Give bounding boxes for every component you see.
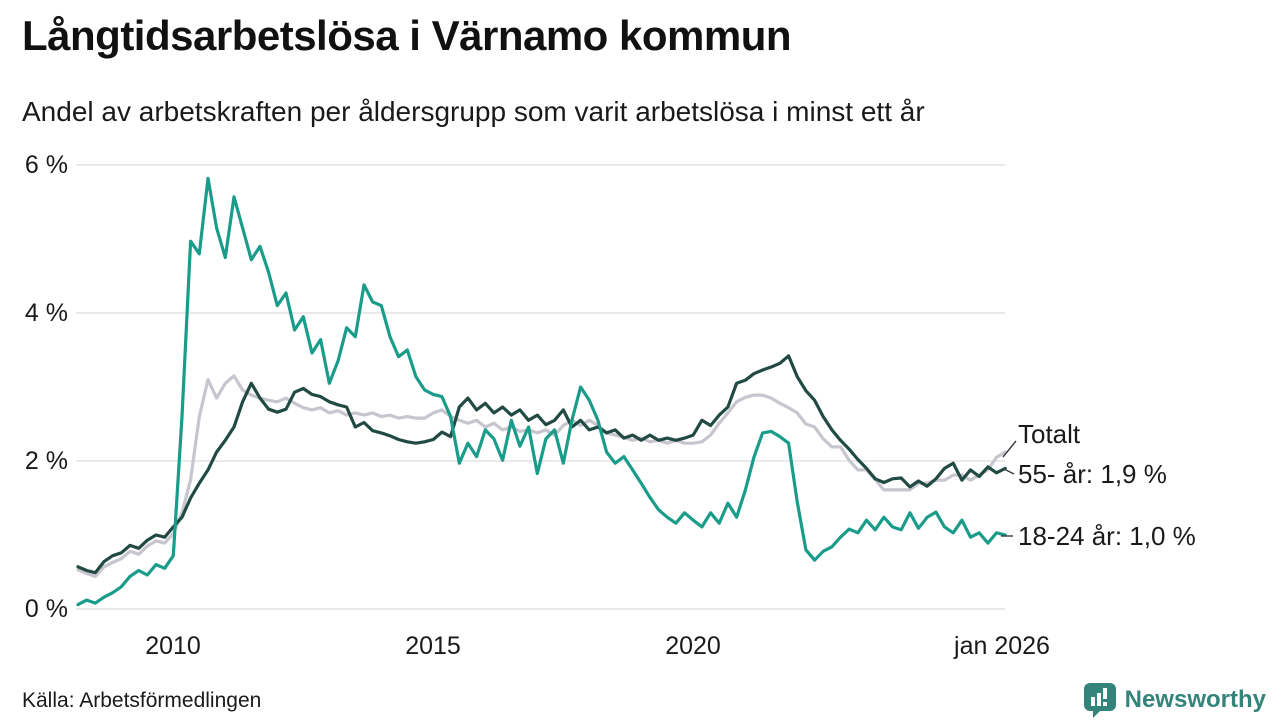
newsworthy-logo-icon: [1083, 683, 1116, 718]
label-connectors: [1001, 440, 1017, 537]
x-tick-2015: 2015: [405, 632, 461, 660]
series-label-totalt: Totalt: [1018, 419, 1081, 449]
series-lines: [76, 176, 1007, 607]
brand-name: Newsworthy: [1124, 686, 1266, 713]
x-tick-2010: 2010: [145, 632, 201, 660]
x-tick-jan-2026: jan 2026: [954, 632, 1050, 660]
page-title: Långtidsarbetslösa i Värnamo kommun: [22, 12, 792, 59]
connector-totalt: [1002, 440, 1017, 458]
series-line-totalt: [76, 374, 1007, 579]
series-line-55-r: [76, 354, 1007, 575]
gridlines: [76, 164, 1005, 610]
series-line-18-24-r: [76, 176, 1007, 607]
y-tick-2: 2 %: [24, 447, 68, 475]
x-tick-2020: 2020: [665, 632, 721, 660]
logo-bar-small: [1090, 697, 1095, 706]
y-tick-4: 4 %: [24, 299, 68, 327]
logo-bar-medium: [1096, 693, 1101, 706]
source-note: Källa: Arbetsförmedlingen: [22, 689, 262, 712]
y-tick-6: 6 %: [24, 151, 68, 179]
series-label-55: 55- år: 1,9 %: [1018, 459, 1167, 489]
connector-55: [1003, 468, 1015, 475]
page-subtitle: Andel av arbetskraften per åldersgrupp s…: [22, 96, 925, 127]
series-label-18-24: 18-24 år: 1,0 %: [1018, 521, 1196, 551]
brand-lockup: Newsworthy: [1083, 682, 1266, 718]
y-tick-0: 0 %: [24, 595, 68, 623]
logo-exclamation-stem: [1102, 688, 1107, 699]
logo-exclamation-dot: [1102, 702, 1107, 706]
